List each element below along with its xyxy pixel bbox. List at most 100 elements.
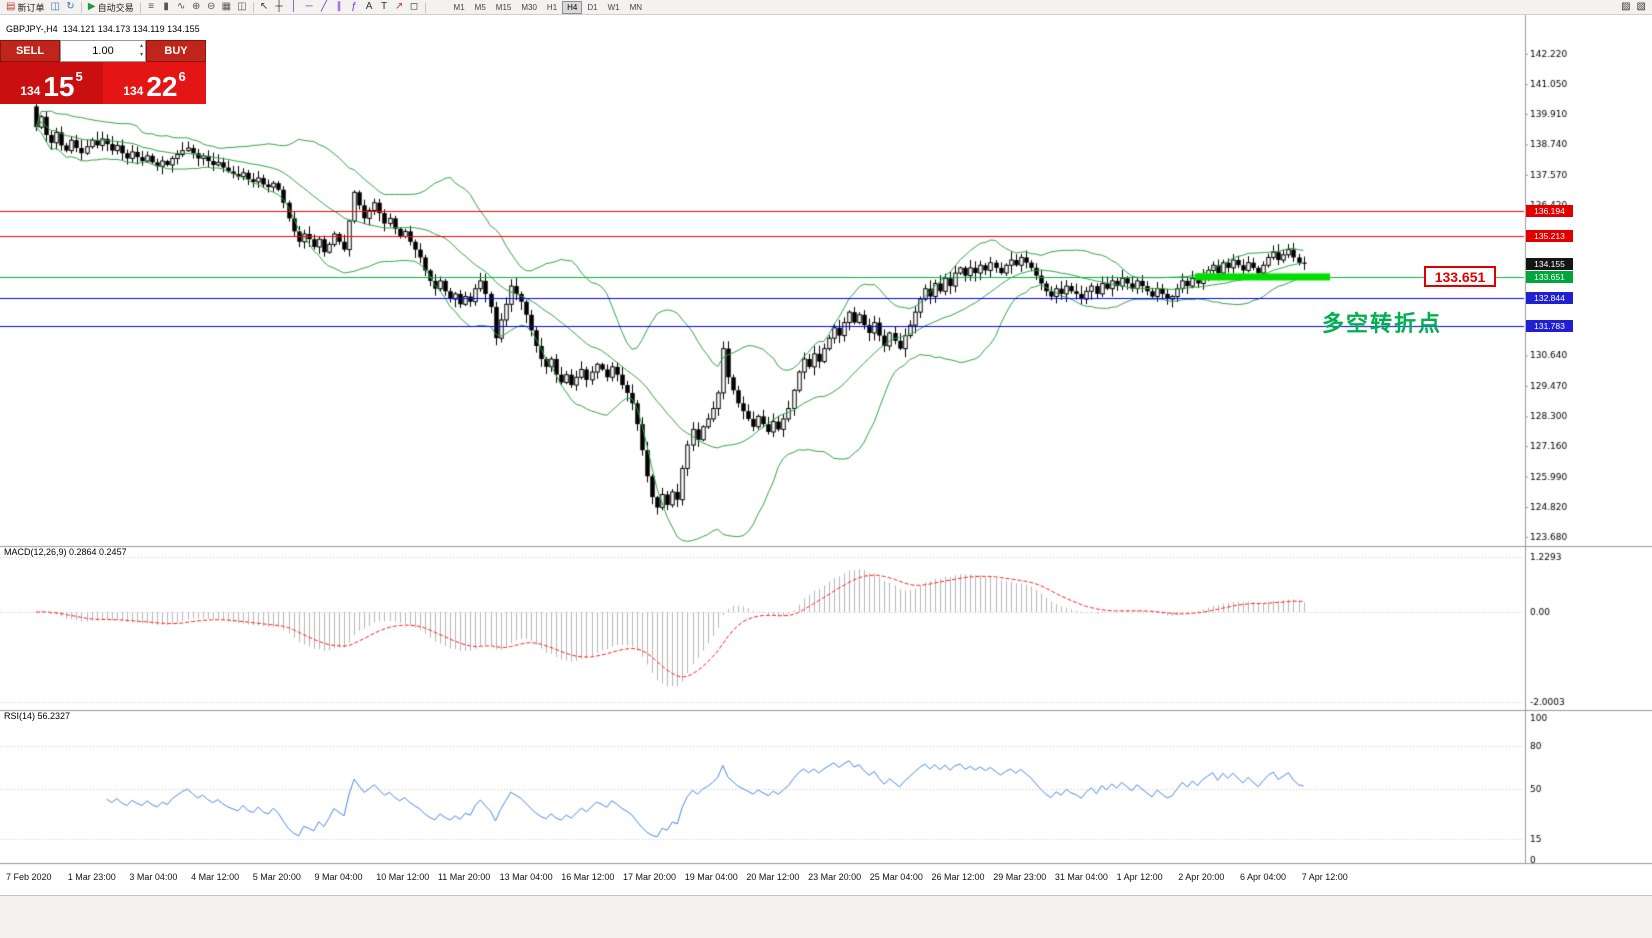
horizontal-line-icon: ─ <box>305 1 313 12</box>
time-axis-label: 13 Mar 04:00 <box>499 872 553 882</box>
lot-spinner: ▴ ▾ <box>140 42 143 60</box>
timeframe-h4[interactable]: H4 <box>562 0 583 14</box>
lot-decrease-button[interactable]: ▾ <box>139 52 143 58</box>
buy-price-panel[interactable]: 134 22 6 <box>103 62 206 104</box>
zoom-out-button[interactable]: ⊖ <box>204 1 219 14</box>
timeframe-d1[interactable]: D1 <box>587 2 598 12</box>
channel-button[interactable]: ∥ <box>332 1 347 14</box>
time-axis-label: 20 Mar 12:00 <box>746 872 800 882</box>
time-axis-label: 17 Mar 20:00 <box>623 872 677 882</box>
zoom-out-icon: ⊖ <box>206 1 216 12</box>
autotrading-icon: ▶ <box>87 1 96 12</box>
arrange-windows-icon: ▨ <box>1621 1 1631 12</box>
cursor-button[interactable]: ↖ <box>257 1 272 14</box>
time-axis-label: 7 Apr 12:00 <box>1301 872 1348 882</box>
time-axis-label: 4 Mar 12:00 <box>191 872 240 882</box>
zoom-in-icon: ⊕ <box>191 1 201 12</box>
timeframe-m1[interactable]: M1 <box>453 2 465 12</box>
fibonacci-button[interactable]: ƒ <box>347 1 362 14</box>
fibonacci-icon: ƒ <box>351 1 357 12</box>
arrow-button[interactable]: ↗ <box>392 1 407 14</box>
toolbar-right-group: ▨ ▧ <box>1618 1 1649 14</box>
lot-value: 1.00 <box>92 45 114 57</box>
sell-button[interactable]: SELL <box>0 40 60 62</box>
candlestick-chart-button[interactable]: ▮ <box>159 1 174 14</box>
time-axis-label: 16 Mar 12:00 <box>561 872 615 882</box>
trendline-icon: ╱ <box>321 1 328 12</box>
timeframe-h1[interactable]: H1 <box>546 2 558 12</box>
rsi-indicator-title: RSI(14) 56.2327 <box>4 711 71 721</box>
price-callout-label[interactable]: 133.651 <box>1424 266 1496 287</box>
turning-point-annotation[interactable]: 多空转折点 <box>1322 311 1443 336</box>
new-order-button-label: 新订单 <box>17 2 45 13</box>
time-axis-label: 7 Feb 2020 <box>6 872 52 882</box>
tile-windows-button[interactable]: ◫ <box>234 1 249 14</box>
refresh-icon: ↻ <box>66 1 75 12</box>
time-axis-label: 2 Apr 20:00 <box>1178 872 1225 882</box>
text-button[interactable]: A <box>362 1 377 14</box>
shapes-button[interactable]: ◻ <box>407 1 422 14</box>
vertical-line-icon: │ <box>290 1 298 12</box>
horizontal-line-button[interactable]: ─ <box>302 1 317 14</box>
text-icon: A <box>365 1 373 12</box>
time-axis-label: 5 Mar 20:00 <box>252 872 301 882</box>
shapes-icon: ◻ <box>409 1 419 12</box>
timeframe-m5[interactable]: M5 <box>474 2 486 12</box>
new-order-button[interactable]: ▤ 新订单 <box>3 1 47 14</box>
chart-window-icon: ◫ <box>50 1 60 12</box>
crosshair-button[interactable]: ┼ <box>272 1 287 14</box>
timeframe-toolbar: M1 M5 M15 M30 H1 H4 D1 W1 MN <box>449 0 648 14</box>
time-axis-label: 26 Mar 12:00 <box>931 872 985 882</box>
label-button[interactable]: T <box>377 1 392 14</box>
price-badge-131.783: 131.783 <box>1526 319 1573 332</box>
price-badge-132.844: 132.844 <box>1526 291 1573 304</box>
line-chart-icon: ∿ <box>176 1 186 12</box>
time-axis-label: 31 Mar 04:00 <box>1054 872 1108 882</box>
time-axis-label: 11 Mar 20:00 <box>437 872 491 882</box>
bar-chart-button[interactable]: ≡ <box>144 1 159 14</box>
vertical-line-button[interactable]: │ <box>287 1 302 14</box>
sell-price-prefix: 134 <box>20 84 41 98</box>
buy-button[interactable]: BUY <box>146 40 206 62</box>
timeframe-m15[interactable]: M15 <box>495 2 512 12</box>
timeframe-m30[interactable]: M30 <box>521 2 537 12</box>
tile-windows-icon: ◫ <box>237 1 247 12</box>
time-axis-label: 1 Apr 12:00 <box>1116 872 1163 882</box>
autotrading-button[interactable]: ▶ 自动交易 <box>85 1 137 14</box>
chart-window-button[interactable]: ◫ <box>47 1 62 14</box>
sell-price-panel[interactable]: 134 15 5 <box>0 62 103 104</box>
bar-chart-icon: ≡ <box>148 1 155 12</box>
toolbar-separator <box>424 1 426 13</box>
line-chart-button[interactable]: ∿ <box>174 1 189 14</box>
zoom-in-button[interactable]: ⊕ <box>189 1 204 14</box>
price-badge-133.651: 133.651 <box>1526 270 1573 283</box>
lot-size-input[interactable]: 1.00 ▴ ▾ <box>60 40 146 62</box>
status-bar <box>0 895 1652 938</box>
macd-indicator-title: MACD(12,26,9) 0.2864 0.2457 <box>4 547 127 557</box>
new-order-icon: ▤ <box>6 1 16 12</box>
trendline-button[interactable]: ╱ <box>317 1 332 14</box>
main-toolbar: ▤ 新订单 ◫ ↻ ▶ 自动交易 ≡ ▮ ∿ ⊕ ⊖ ▦ ◫ ↖ ┼ │ ─ ╱ ∥ ƒ A T ↗ ◻ M1 M5 M15 M30 H… <box>0 0 1652 15</box>
autotrading-button-label: 自动交易 <box>97 2 134 13</box>
refresh-button[interactable]: ↻ <box>63 1 78 14</box>
arrow-icon: ↗ <box>394 1 404 12</box>
sell-price-main: 15 <box>43 71 75 102</box>
timeframe-w1[interactable]: W1 <box>607 2 620 12</box>
price-badge-136.194: 136.194 <box>1526 204 1573 217</box>
time-axis-label: 25 Mar 04:00 <box>869 872 923 882</box>
toolbar-separator <box>139 1 141 13</box>
arrange-windows-button[interactable]: ▨ <box>1618 1 1633 14</box>
grid-icon: ▦ <box>221 1 232 12</box>
timeframe-mn[interactable]: MN <box>629 2 643 12</box>
toolbar-separator <box>252 1 254 13</box>
lot-increase-button[interactable]: ▴ <box>139 43 143 49</box>
buy-price-main: 22 <box>146 71 178 102</box>
channel-icon: ∥ <box>336 1 342 12</box>
options-button[interactable]: ▧ <box>1634 1 1649 14</box>
one-click-trading-panel: SELL 1.00 ▴ ▾ BUY 134 15 5 134 22 6 <box>0 40 206 104</box>
time-axis-label: 23 Mar 20:00 <box>808 872 862 882</box>
options-icon: ▧ <box>1636 1 1646 12</box>
sell-price-pip: 5 <box>75 69 83 84</box>
grid-button[interactable]: ▦ <box>219 1 234 14</box>
